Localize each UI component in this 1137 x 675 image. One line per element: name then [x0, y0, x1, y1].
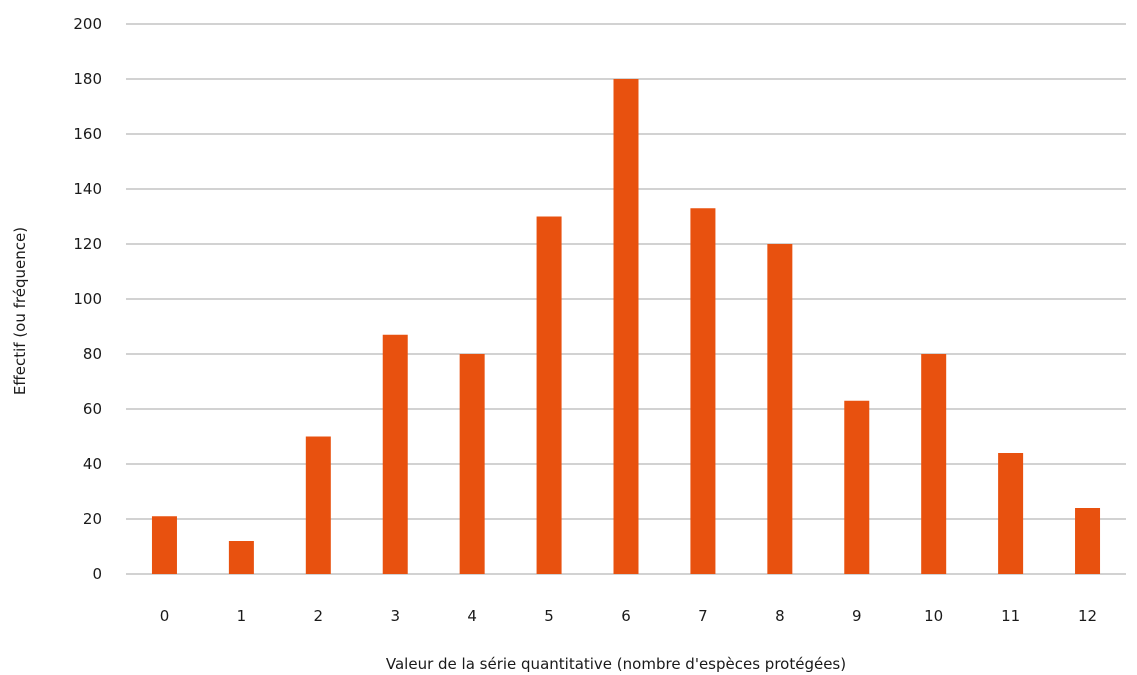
bar-7 — [690, 208, 716, 574]
y-axis-ticks: 0 20 40 60 80 100 120 140 160 180 200 — [73, 15, 102, 583]
x-tick-label: 7 — [698, 607, 708, 625]
x-tick-label: 6 — [621, 607, 631, 625]
bar-5 — [536, 216, 562, 574]
x-tick-label: 11 — [1001, 607, 1020, 625]
bar-9 — [844, 400, 870, 574]
x-tick-label: 9 — [852, 607, 862, 625]
x-tick-label: 1 — [237, 607, 247, 625]
bar-12 — [1075, 508, 1101, 574]
y-tick-label: 160 — [73, 125, 102, 143]
bar-10 — [921, 354, 947, 574]
x-tick-label: 8 — [775, 607, 785, 625]
bars — [151, 79, 1101, 574]
y-tick-label: 20 — [83, 510, 102, 528]
bar-11 — [998, 453, 1024, 574]
y-tick-label: 80 — [83, 345, 102, 363]
x-tick-label: 5 — [544, 607, 554, 625]
bar-4 — [459, 354, 485, 574]
y-tick-label: 180 — [73, 70, 102, 88]
x-axis-title: Valeur de la série quantitative (nombre … — [386, 655, 846, 673]
bar-2 — [305, 436, 331, 574]
bar-6 — [613, 79, 639, 574]
x-axis-ticks: 0 1 2 3 4 5 6 7 8 9 10 11 12 — [160, 607, 1097, 625]
y-tick-label: 40 — [83, 455, 102, 473]
y-tick-label: 200 — [73, 15, 102, 33]
x-tick-label: 0 — [160, 607, 170, 625]
x-tick-label: 10 — [924, 607, 943, 625]
y-tick-label: 60 — [83, 400, 102, 418]
x-tick-label: 3 — [390, 607, 400, 625]
y-tick-label: 140 — [73, 180, 102, 198]
y-tick-label: 100 — [73, 290, 102, 308]
x-tick-label: 2 — [314, 607, 324, 625]
bar-8 — [767, 244, 793, 574]
bar-0 — [151, 516, 177, 574]
y-axis-title: Effectif (ou fréquence) — [11, 227, 29, 395]
y-tick-label: 0 — [92, 565, 102, 583]
bar-3 — [382, 334, 408, 574]
bar-1 — [228, 541, 254, 574]
y-tick-label: 120 — [73, 235, 102, 253]
x-tick-label: 4 — [467, 607, 477, 625]
x-tick-label: 12 — [1078, 607, 1097, 625]
